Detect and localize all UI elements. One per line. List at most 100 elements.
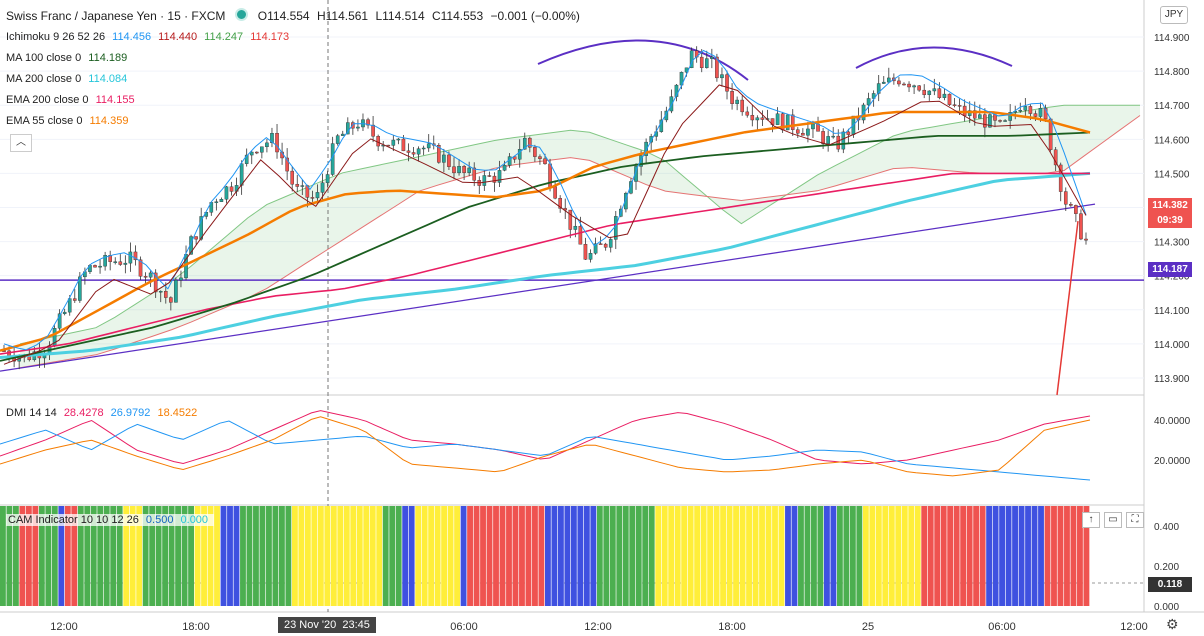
cam-bar xyxy=(311,506,318,606)
legend-ma100[interactable]: MA 100 close 0 114.189 xyxy=(6,52,131,64)
cam-bar xyxy=(921,506,928,606)
cam-bar xyxy=(661,506,668,606)
legend-cam[interactable]: CAM Indicator 10 10 12 26 0.500 0.000 xyxy=(6,514,215,526)
y-tick-label: 114.300 xyxy=(1154,238,1190,249)
legend-ema55[interactable]: EMA 55 close 0 114.359 xyxy=(6,115,132,127)
candle xyxy=(118,261,123,265)
ichimoku-cloud xyxy=(20,105,1140,368)
cam-bar xyxy=(136,506,143,606)
cam-bar xyxy=(1064,506,1070,606)
candle xyxy=(391,139,396,146)
candle xyxy=(629,181,633,194)
cam-bar xyxy=(888,506,895,606)
cam-bar xyxy=(1070,506,1077,606)
candle xyxy=(528,137,532,148)
y-tick-label: 113.900 xyxy=(1154,374,1190,385)
cam-bar xyxy=(480,506,486,606)
candle xyxy=(866,98,871,106)
cam-bar xyxy=(583,506,590,606)
currency-badge[interactable]: JPY xyxy=(1160,6,1188,24)
cam-bar xyxy=(324,506,331,606)
cam-bar xyxy=(434,506,441,606)
y-tick-label: 114.500 xyxy=(1154,169,1190,180)
cam-bar xyxy=(707,506,714,606)
candle xyxy=(179,277,183,281)
cam-bar xyxy=(1031,506,1038,606)
candle xyxy=(649,136,653,143)
legend-dmi[interactable]: DMI 14 14 28.4278 26.9792 18.4522 xyxy=(6,407,201,419)
cam-bar xyxy=(908,506,915,606)
cam-bar xyxy=(823,506,830,606)
candle xyxy=(265,142,269,148)
collapse-legend-button[interactable]: ︿ xyxy=(10,134,32,152)
cam-bar xyxy=(45,506,52,606)
legend-value: 114.456 xyxy=(112,31,152,43)
legend-ema200[interactable]: EMA 200 close 0 114.155 xyxy=(6,94,139,106)
candle xyxy=(1003,120,1007,122)
candle xyxy=(492,175,497,183)
candle xyxy=(912,85,916,88)
maximize-pane-button[interactable]: ⛶ xyxy=(1126,512,1144,528)
candle xyxy=(1023,106,1028,111)
candle xyxy=(790,114,795,130)
dmi-tick-label: 40.0000 xyxy=(1154,416,1191,427)
collapse-pane-button[interactable]: ▭ xyxy=(1104,512,1122,528)
candle xyxy=(199,216,203,240)
cam-bar xyxy=(817,506,824,606)
candle xyxy=(558,198,562,209)
cam-bar xyxy=(1083,506,1090,606)
legend-ichimoku[interactable]: Ichimoku 9 26 52 26 114.456 114.440 114.… xyxy=(6,31,293,43)
cam-bar xyxy=(149,506,156,606)
cam-bar xyxy=(590,506,597,606)
cam-bar xyxy=(596,506,603,606)
cam-bar xyxy=(233,506,240,606)
cam-bar xyxy=(162,506,169,606)
candle xyxy=(169,297,173,303)
candle xyxy=(669,96,674,112)
cam-bar xyxy=(655,506,662,606)
candle xyxy=(745,111,750,116)
candle xyxy=(502,165,507,171)
candle xyxy=(533,147,537,157)
move-pane-up-button[interactable]: ↑ xyxy=(1082,512,1100,528)
candle xyxy=(871,93,876,99)
candle xyxy=(932,88,937,92)
cam-bar xyxy=(441,506,448,606)
candle xyxy=(588,253,593,260)
legend-ma200[interactable]: MA 200 close 0 114.084 xyxy=(6,73,131,85)
candle xyxy=(396,138,401,141)
candle xyxy=(239,163,244,186)
ohlc-high: H114.561 xyxy=(316,9,369,23)
symbol-title[interactable]: Swiss Franc / Japanese Yen · 15 · FXCM xyxy=(6,9,226,23)
cam-bar xyxy=(97,506,104,606)
cam-bar xyxy=(538,506,545,606)
candle xyxy=(952,104,957,106)
candle xyxy=(421,147,426,150)
candle xyxy=(624,192,628,210)
candle xyxy=(113,261,118,263)
cam-bar xyxy=(84,506,91,606)
cam-bar xyxy=(914,506,921,606)
settings-gear-icon[interactable]: ⚙ xyxy=(1166,616,1179,632)
candle xyxy=(194,236,198,240)
candle xyxy=(128,251,133,264)
cam-value-tag: 0.118 xyxy=(1148,577,1192,592)
cam-bar xyxy=(830,506,837,606)
candle xyxy=(1053,149,1058,166)
cam-bar xyxy=(220,506,227,606)
cam-bar xyxy=(674,506,681,606)
cam-bar xyxy=(1051,506,1057,606)
cam-bar xyxy=(551,506,558,606)
candle xyxy=(401,138,406,152)
cam-bar xyxy=(90,506,97,606)
candle xyxy=(174,279,178,303)
legend-value: 26.9792 xyxy=(110,407,151,419)
ema200-line xyxy=(0,172,1090,355)
cam-bar xyxy=(635,506,642,606)
cam-bar xyxy=(882,506,889,606)
cam-bar xyxy=(681,506,688,606)
cam-bar xyxy=(895,506,902,606)
candle xyxy=(255,151,259,154)
candle xyxy=(593,243,598,254)
